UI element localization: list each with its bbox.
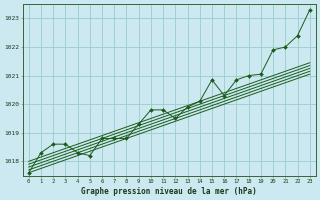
X-axis label: Graphe pression niveau de la mer (hPa): Graphe pression niveau de la mer (hPa) bbox=[81, 187, 257, 196]
